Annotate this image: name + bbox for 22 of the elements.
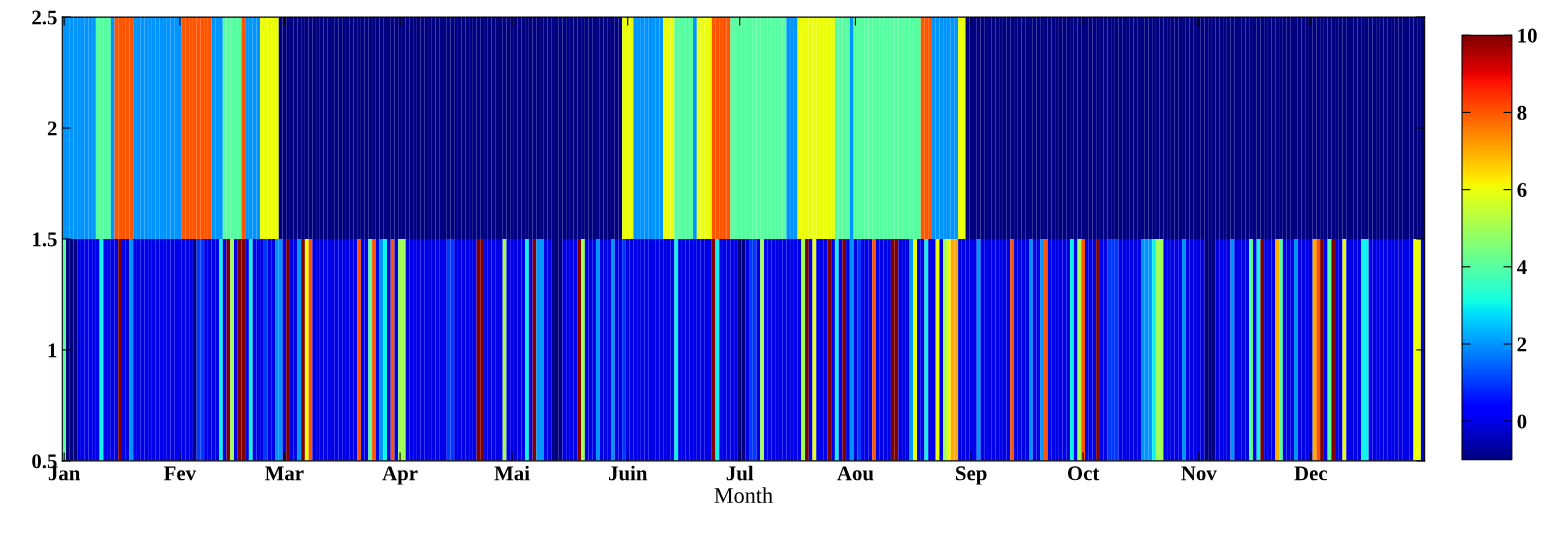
- x-tick-label: Apr: [382, 466, 418, 485]
- color-bar-label: 10: [1518, 28, 1537, 43]
- color-bar-label: 4: [1516, 260, 1527, 275]
- y-tick-label: 1.5: [33, 232, 57, 247]
- y-tick-label: 2.5: [32, 10, 57, 25]
- x-tick-label: Nov: [1181, 466, 1217, 481]
- color-bar-label: 0: [1517, 414, 1527, 429]
- x-tick-label: Juin: [609, 465, 648, 481]
- x-tick-label: Jul: [726, 465, 754, 481]
- color-bar-label: 2: [1517, 337, 1527, 352]
- y-tick-label: 1: [48, 343, 57, 358]
- x-tick-label: Oct: [1067, 466, 1100, 481]
- x-axis-title: Month: [714, 487, 773, 504]
- y-tick-label: 2: [47, 121, 57, 136]
- color-bar-label: 6: [1517, 183, 1527, 198]
- x-tick-label: Fev: [164, 466, 197, 481]
- x-tick-label: Dec: [1294, 466, 1328, 481]
- x-tick-label: Mar: [265, 466, 304, 481]
- x-tick-label: Sep: [956, 466, 987, 485]
- x-tick-label: Mai: [494, 465, 530, 481]
- color-bar-label: 8: [1517, 105, 1527, 120]
- x-tick-label: Aou: [837, 466, 874, 481]
